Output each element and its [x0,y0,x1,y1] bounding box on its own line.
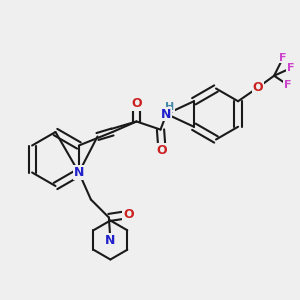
Text: F: F [284,80,291,90]
Text: F: F [279,53,287,63]
Text: O: O [131,97,142,110]
Text: O: O [123,208,134,221]
Text: N: N [161,107,172,121]
Text: N: N [74,166,84,179]
Text: O: O [131,97,142,110]
Text: N: N [105,233,116,247]
Text: N: N [105,233,116,247]
Text: H: H [165,101,174,112]
Text: F: F [287,63,294,73]
Text: O: O [157,143,167,157]
Text: O: O [252,81,263,94]
